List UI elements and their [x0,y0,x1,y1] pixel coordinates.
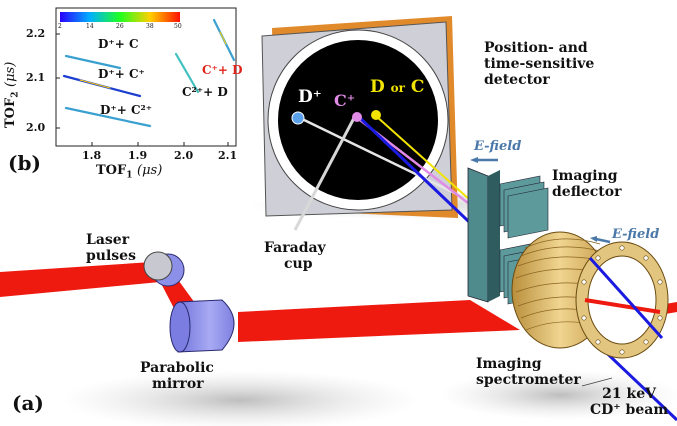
inset-xtick-0: 1.8 [82,149,102,162]
label-leaders [581,377,613,387]
label-mirror: Parabolic mirror [140,360,214,393]
line-dc2 [64,106,152,128]
annotation-cpd: C⁺+ D [202,63,243,77]
efield-label-spectrometer: E-field [612,227,660,242]
colorbar-tick-0: 2 [58,23,62,30]
panel-label-a: (a) [12,391,44,415]
inset-ytick-2: 2.0 [26,121,46,134]
label-laser: Laser pulses [86,232,136,265]
colorbar-tick-2: 26 [116,23,124,30]
colorbar-tick-1: 14 [86,23,94,30]
laser-mirror [143,251,185,287]
label-spectrometer: Imaging spectrometer [476,356,581,389]
colorbar [60,12,180,22]
spot-cplus [352,112,362,122]
colorbar-tick-4: 50 [174,23,182,30]
inset-xlabel: TOF1 (μs) [96,163,163,181]
annotation-dc: D⁺+ C [98,37,139,51]
spot-dorc [371,110,381,120]
efield-arrow [470,157,611,244]
panel-label-b: (b) [8,151,41,175]
inset-ytick-1: 2.1 [26,71,46,84]
label-beam: 21 keV CD⁺ beam [590,386,669,419]
spot-dplus [291,111,305,125]
efield-label-deflector: E-field [474,139,522,154]
label-dorc: D or C [370,77,425,97]
line-dc [64,54,122,70]
inset-axes [55,7,237,147]
detector-title: Position- and time-sensitive detector [484,40,595,89]
inset-ytick-0: 2.2 [26,27,46,40]
inset-xtick-3: 2.1 [218,149,238,162]
annotation-dc2: D⁺+ C²⁺ [100,103,153,117]
floor-shadow [60,370,420,426]
colorbar-tick-3: 38 [146,23,154,30]
label-deflector: Imaging deflector [552,168,622,201]
line-c2d [174,52,200,94]
label-faraday: Faraday cup [264,240,326,273]
inset-xtick-1: 1.9 [128,149,148,162]
label-dplus: D⁺ [298,87,322,107]
annotation-dcp: D⁺+ C⁺ [98,67,145,81]
annotation-c2d: C²⁺+ D [182,85,228,99]
label-cplus: C⁺ [334,91,356,110]
inset-plot [0,0,240,186]
imaging-spectrometer [511,231,669,359]
parabolic-mirror [169,299,235,353]
inset-ylabel: TOF2 (μs) [3,61,21,128]
floor-shadow [440,370,677,420]
inset-xtick-2: 2.0 [174,149,194,162]
